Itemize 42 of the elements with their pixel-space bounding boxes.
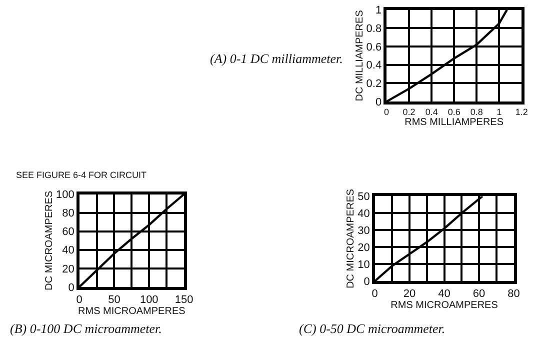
- y-tick-label: 40: [62, 244, 74, 257]
- y-axis-title: DC MILLIAMPERES: [354, 10, 366, 102]
- x-axis-title: RMS MICROAMPERES: [390, 300, 498, 312]
- x-tick-label: 0.4: [425, 107, 438, 118]
- y-tick-label: 0.2: [366, 78, 382, 90]
- y-tick-label: 100: [56, 189, 74, 202]
- y-tick-label: 0: [364, 276, 370, 288]
- x-tick-label: 80: [508, 288, 520, 300]
- y-tick-label: 0.8: [366, 23, 382, 36]
- y-tick-label: 50: [358, 191, 370, 204]
- x-tick-label: 20: [403, 288, 416, 300]
- y-tick-label: 0: [375, 96, 382, 108]
- y-axis-title: DC MICROAMPERES: [346, 188, 357, 288]
- x-axis-title: RMS MILLIAMPERES: [404, 117, 504, 128]
- x-tick-label: 0: [384, 107, 390, 118]
- x-tick-label: 50: [108, 294, 120, 306]
- y-tick-label: 20: [358, 242, 370, 254]
- y-tick-label: 60: [62, 226, 74, 238]
- text: (A) 0-1 DC milliammeter.: [210, 51, 343, 66]
- text: (C) 0-50 DC microammeter.: [299, 321, 446, 336]
- y-tick-label: 30: [358, 225, 370, 238]
- x-tick-label: 1: [496, 107, 502, 118]
- x-tick-label: 40: [438, 288, 450, 300]
- x-axis-title: RMS MICROAMPERES: [78, 306, 186, 317]
- y-axis-title: DC MICROAMPERES: [44, 190, 56, 290]
- y-tick-label: 1: [375, 4, 382, 17]
- x-tick-label: 1.2: [515, 107, 528, 118]
- x-tick-label: 0.8: [470, 107, 483, 118]
- x-tick-label: 0: [76, 294, 82, 306]
- x-tick-label: 0.6: [448, 107, 460, 118]
- x-tick-label: 60: [472, 288, 486, 300]
- text: (B) 0-100 DC microammeter.: [10, 321, 162, 336]
- x-tick-label: 0.2: [402, 107, 416, 118]
- x-tick-label: 150: [174, 294, 194, 306]
- y-tick-label: 10: [358, 259, 370, 272]
- y-tick-label: 40: [358, 208, 370, 220]
- x-tick-label: 100: [140, 294, 158, 306]
- y-tick-label: 0.4: [366, 60, 382, 72]
- y-tick-label: 0.6: [366, 41, 382, 54]
- y-tick-label: 80: [62, 208, 74, 220]
- y-tick-label: 20: [62, 263, 74, 276]
- chart-subtitle: SEE FIGURE 6-4 FOR CIRCUIT: [16, 170, 148, 180]
